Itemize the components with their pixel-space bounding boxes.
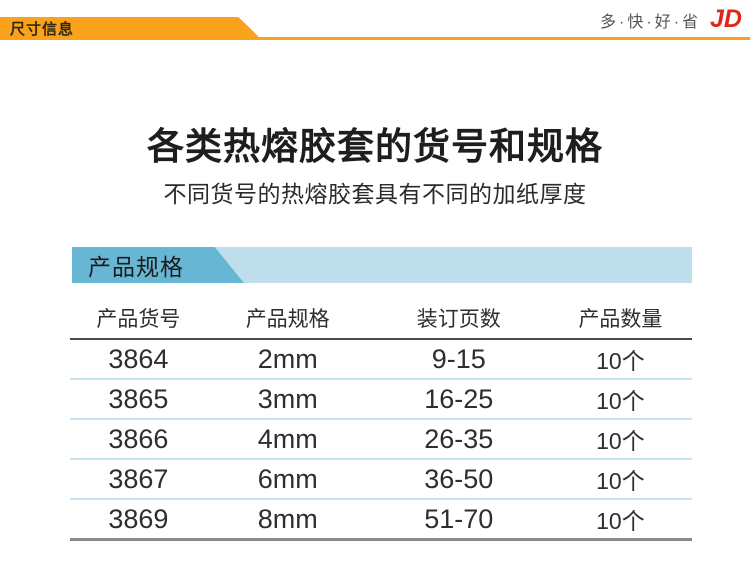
table-cell: 51-70 — [424, 503, 494, 534]
section-tab: 产品规格 — [72, 247, 244, 283]
table-row: 3867 6mm 36-50 10个 — [70, 460, 692, 500]
table-cell: 3869 — [108, 503, 169, 534]
table-header-cell: 装订页数 — [416, 308, 501, 331]
table-cell: 10个 — [596, 428, 645, 454]
table-cell: 2mm — [257, 343, 318, 374]
table-cell: 10个 — [596, 508, 645, 534]
table-cell: 3867 — [108, 463, 169, 494]
table-row: 3869 8mm 51-70 10个 — [70, 500, 692, 541]
table-cell: 3864 — [108, 343, 169, 374]
table-header-row: 产品货号 产品规格 装订页数 产品数量 — [70, 298, 692, 340]
table-cell: 3866 — [108, 423, 169, 454]
table-cell: 3mm — [257, 383, 318, 414]
table-cell: 36-50 — [424, 463, 494, 494]
table-cell: 10个 — [596, 348, 645, 374]
table-cell: 3865 — [108, 383, 169, 414]
section-label: 产品规格 — [88, 254, 184, 280]
table-header-cell: 产品数量 — [578, 308, 663, 331]
top-header: 尺寸信息 多·快·好·省 JD — [0, 0, 750, 40]
table-cell: 6mm — [257, 463, 318, 494]
table-row: 3864 2mm 9-15 10个 — [70, 340, 692, 380]
brand-area: 多·快·好·省 JD — [600, 5, 742, 34]
brand-slogan: 多·快·好·省 — [600, 14, 702, 31]
table-cell: 9-15 — [431, 343, 486, 374]
table-cell: 16-25 — [424, 383, 494, 414]
table-cell: 4mm — [257, 423, 318, 454]
table-header-cell: 产品货号 — [96, 308, 181, 331]
table-cell: 8mm — [257, 503, 318, 534]
size-info-banner: 尺寸信息 — [0, 17, 262, 40]
table-cell: 10个 — [596, 468, 645, 494]
header-divider — [0, 37, 750, 40]
table-header-cell: 产品规格 — [245, 308, 330, 331]
section-bar: 产品规格 — [72, 247, 692, 283]
spec-table: 产品货号 产品规格 装订页数 产品数量 3864 2mm 9-15 10个 38… — [70, 298, 692, 541]
table-row: 3865 3mm 16-25 10个 — [70, 380, 692, 420]
table-cell: 10个 — [596, 388, 645, 414]
size-info-label: 尺寸信息 — [10, 21, 75, 38]
jd-logo: JD — [710, 5, 742, 33]
page-title: 各类热熔胶套的货号和规格 — [147, 126, 603, 167]
table-cell: 26-35 — [424, 423, 494, 454]
page-subtitle: 不同货号的热熔胶套具有不同的加纸厚度 — [163, 181, 587, 207]
table-row: 3866 4mm 26-35 10个 — [70, 420, 692, 460]
